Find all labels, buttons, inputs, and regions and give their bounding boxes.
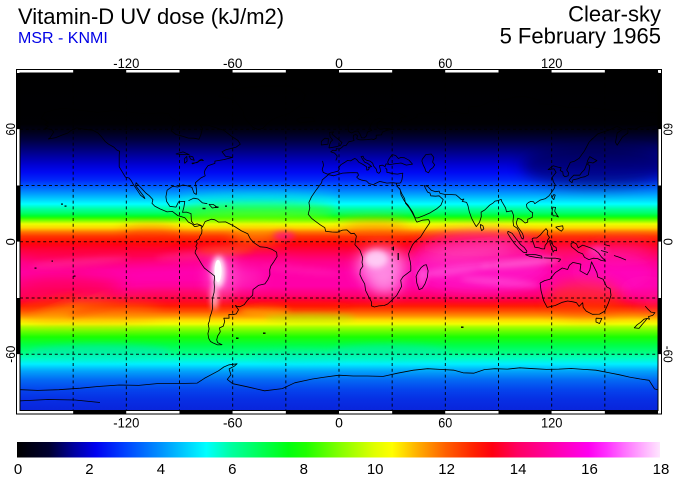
svg-text:-60: -60 [223,55,243,71]
svg-text:0: 0 [3,238,18,245]
svg-text:0: 0 [661,238,676,245]
svg-text:2: 2 [85,461,93,478]
svg-text:-60: -60 [661,346,676,363]
svg-text:4: 4 [157,461,165,478]
svg-text:-120: -120 [113,55,139,71]
svg-text:MSR - KNMI: MSR - KNMI [18,30,108,47]
svg-text:-60: -60 [223,414,243,430]
svg-text:Clear-sky: Clear-sky [568,2,661,27]
svg-text:60: 60 [661,123,676,136]
svg-text:0: 0 [14,461,22,478]
svg-text:16: 16 [581,461,598,478]
svg-text:-120: -120 [113,414,139,430]
svg-text:5 February 1965: 5 February 1965 [500,24,661,49]
svg-text:0: 0 [335,55,343,71]
svg-text:8: 8 [300,461,308,478]
svg-text:Vitamin-D UV dose (kJ/m2): Vitamin-D UV dose (kJ/m2) [18,4,284,29]
svg-text:60: 60 [438,414,452,430]
svg-text:10: 10 [367,461,384,478]
svg-text:12: 12 [438,461,455,478]
svg-text:-60: -60 [3,346,18,363]
svg-text:60: 60 [438,55,452,71]
svg-text:60: 60 [3,123,18,136]
svg-text:6: 6 [228,461,236,478]
svg-text:14: 14 [510,461,527,478]
svg-text:120: 120 [541,414,563,430]
svg-text:120: 120 [541,55,563,71]
svg-text:0: 0 [335,414,343,430]
svg-text:18: 18 [653,461,670,478]
